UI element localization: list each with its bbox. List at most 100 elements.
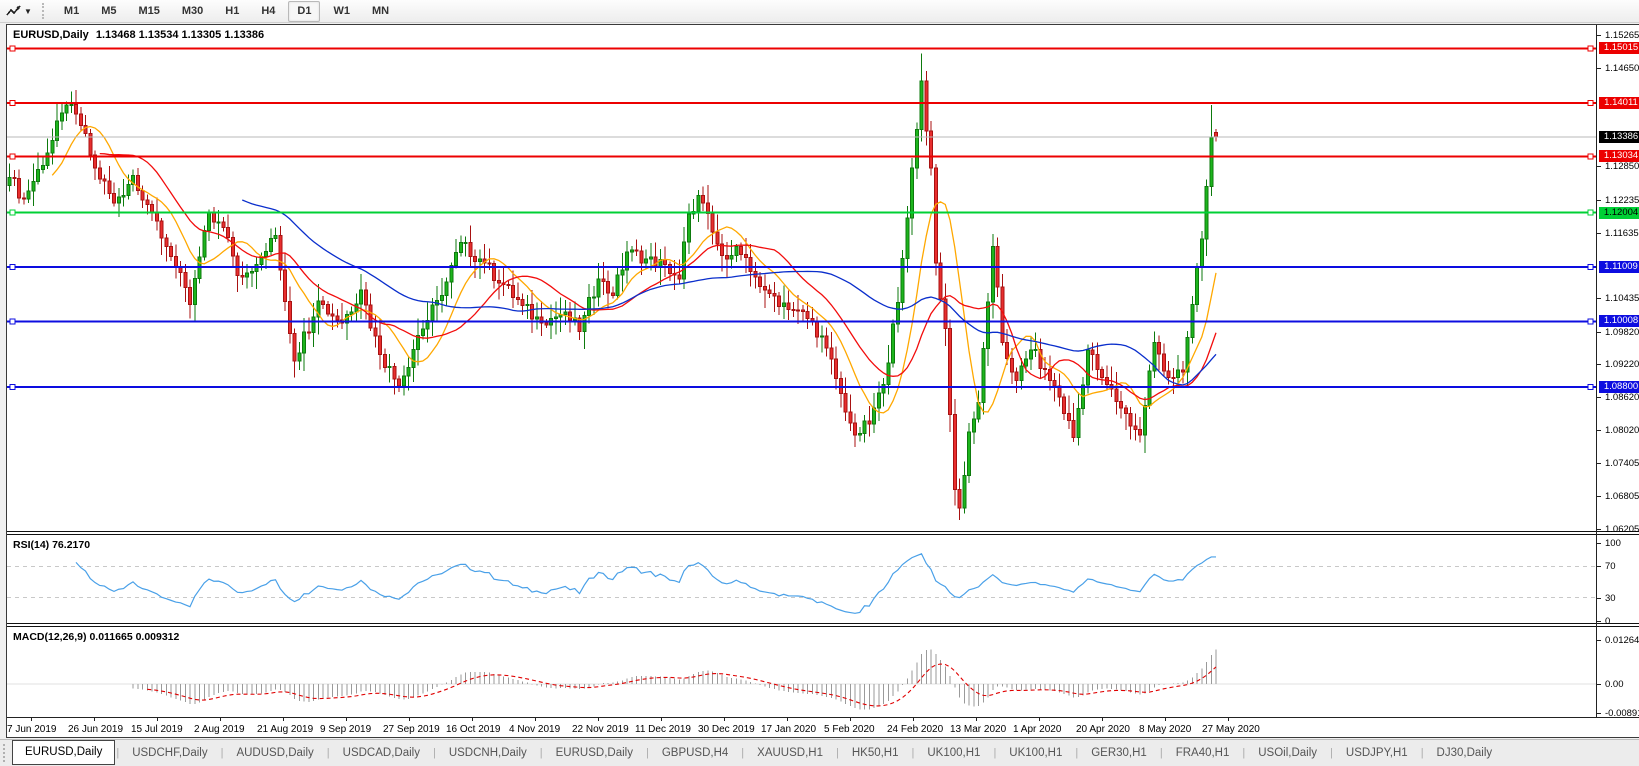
timeframe-button-d1[interactable]: D1 [288, 0, 321, 22]
tab-usdcad-daily[interactable]: USDCAD,Daily [342, 747, 420, 759]
date-tick-mark [31, 717, 32, 721]
hline-handle[interactable] [9, 153, 16, 160]
hline-handle[interactable] [1587, 263, 1594, 270]
chart-title: EURUSD,Daily 1.13468 1.13534 1.13305 1.1… [13, 29, 268, 41]
panel-splitter-rsi[interactable] [7, 531, 1639, 535]
hline-handle[interactable] [9, 318, 16, 325]
date-axis-line [7, 717, 1639, 718]
price-tick-mark [1596, 298, 1601, 300]
tab-eurusd-daily[interactable]: EURUSD,Daily [12, 739, 116, 765]
tab-dj30-daily[interactable]: DJ30,Daily [1436, 747, 1493, 759]
date-tick-label: 1 Apr 2020 [1013, 724, 1062, 735]
hline-handle[interactable] [1587, 318, 1594, 325]
rsi-tick-label: 100 [1605, 538, 1621, 549]
chart-ohlc-values: 1.13468 1.13534 1.13305 1.13386 [95, 29, 265, 41]
timeframe-button-w1[interactable]: W1 [333, 4, 350, 17]
hline-1.12004[interactable] [7, 209, 1596, 216]
current-price-label: 1.13386 [1599, 131, 1639, 144]
timeframe-button-m30[interactable]: M30 [181, 4, 204, 17]
hline-handle[interactable] [9, 100, 16, 107]
price-tick-label: 1.08020 [1605, 424, 1639, 436]
timeframe-button-mn[interactable]: MN [371, 4, 390, 17]
timeframe-button-m1[interactable]: M1 [63, 4, 80, 17]
timeframe-button-m15[interactable]: M15 [138, 4, 160, 17]
hline-price-label[interactable]: 1.12004 [1599, 206, 1639, 219]
tab-usoil-daily[interactable]: USOil,Daily [1258, 747, 1318, 759]
macd-indicator-canvas[interactable] [7, 627, 1596, 715]
tab-usdjpy-h1[interactable]: USDJPY,H1 [1345, 747, 1408, 759]
ma20-line [99, 152, 1217, 401]
hline-handle[interactable] [1587, 45, 1594, 52]
tab-ger30-h1[interactable]: GER30,H1 [1091, 747, 1147, 759]
date-tick-mark [724, 717, 725, 721]
tab-gbpusd-h4[interactable]: GBPUSD,H4 [661, 747, 729, 759]
price-tick-label: 1.10435 [1605, 293, 1639, 305]
date-tick-label: 24 Feb 2020 [887, 724, 944, 735]
ma50-line [242, 199, 1217, 386]
tab-xauusd-h1[interactable]: XAUUSD,H1 [757, 747, 823, 759]
price-tick-mark [1596, 166, 1601, 168]
hline-1.11009[interactable] [7, 263, 1596, 270]
price-tick-mark [1596, 463, 1601, 465]
tab-uk100-h1[interactable]: UK100,H1 [927, 747, 981, 759]
tab-hk50-h1[interactable]: HK50,H1 [851, 747, 899, 759]
panel-splitter-macd[interactable] [7, 623, 1639, 627]
hline-price-label[interactable]: 1.13034 [1599, 150, 1639, 163]
chart-window: EURUSD,Daily 1.13468 1.13534 1.13305 1.1… [6, 24, 1639, 738]
price-chart-canvas[interactable] [7, 26, 1596, 531]
hline-handle[interactable] [9, 384, 16, 391]
tab-separator: | [1159, 747, 1163, 759]
date-tick-label: 15 Jul 2019 [131, 724, 183, 735]
price-tick-mark [1596, 331, 1601, 333]
candlestick-series [7, 53, 1218, 521]
rsi-tick-mark [1596, 597, 1601, 599]
indicator-arrows-icon[interactable] [4, 2, 24, 20]
macd-tick-label: 0.00 [1605, 679, 1624, 690]
macd-tick-mark [1596, 684, 1601, 685]
hline-1.10008[interactable] [7, 318, 1596, 325]
hline-price-label[interactable]: 1.10008 [1599, 315, 1639, 328]
price-tick-label: 1.09220 [1605, 359, 1639, 371]
hline-handle[interactable] [9, 263, 16, 270]
hline-price-label[interactable]: 1.08800 [1599, 381, 1639, 394]
macd-tick-mark [1596, 713, 1601, 714]
timeframe-button-h1[interactable]: H1 [225, 4, 240, 17]
hline-handle[interactable] [1587, 100, 1594, 107]
hline-handle[interactable] [1587, 384, 1594, 391]
hline-price-label[interactable]: 1.11009 [1599, 260, 1639, 273]
timeframe-toolbar: ▼ M1 M5 M15 M30 H1 H4 D1 W1 MN [0, 0, 1639, 23]
tab-audusd-daily[interactable]: AUDUSD,Daily [236, 747, 314, 759]
timeframe-button-m5[interactable]: M5 [101, 4, 117, 17]
hline-price-label[interactable]: 1.15015 [1599, 42, 1639, 55]
toolbar-grip[interactable] [41, 3, 47, 19]
tab-eurusd-daily[interactable]: EURUSD,Daily [555, 747, 633, 759]
hline-handle[interactable] [1587, 153, 1594, 160]
date-tick-mark [346, 717, 347, 721]
tabbar-grip[interactable] [3, 744, 7, 762]
hline-1.14011[interactable] [7, 100, 1596, 107]
tab-uk100-h1[interactable]: UK100,H1 [1009, 747, 1063, 759]
hline-1.08800[interactable] [7, 384, 1596, 391]
hline-1.13034[interactable] [7, 153, 1596, 160]
rsi-indicator-canvas[interactable] [7, 535, 1596, 623]
chevron-down-icon[interactable]: ▼ [24, 6, 32, 16]
hline-handle[interactable] [9, 45, 16, 52]
hline-1.15015[interactable] [7, 45, 1596, 52]
hline-handle[interactable] [9, 209, 16, 216]
hline-handle[interactable] [1587, 209, 1594, 216]
rsi-tick-mark [1596, 543, 1601, 544]
date-tick-mark [220, 717, 221, 721]
timeframe-button-h4[interactable]: H4 [261, 4, 276, 17]
date-tick-mark [661, 717, 662, 721]
rsi-tick-label: 30 [1605, 592, 1616, 604]
tab-usdcnh-daily[interactable]: USDCNH,Daily [448, 747, 527, 759]
date-tick-label: 9 Sep 2019 [320, 724, 372, 735]
price-tick-label: 1.14650 [1605, 63, 1639, 75]
tab-usdchf-daily[interactable]: USDCHF,Daily [132, 747, 208, 759]
price-tick-label: 1.11635 [1605, 227, 1639, 239]
tab-fra40-h1[interactable]: FRA40,H1 [1175, 747, 1230, 759]
date-tick-label: 21 Aug 2019 [257, 724, 314, 735]
date-tick-label: 22 Nov 2019 [572, 724, 629, 735]
hline-price-label[interactable]: 1.14011 [1599, 97, 1639, 110]
rsi-line [75, 552, 1217, 614]
